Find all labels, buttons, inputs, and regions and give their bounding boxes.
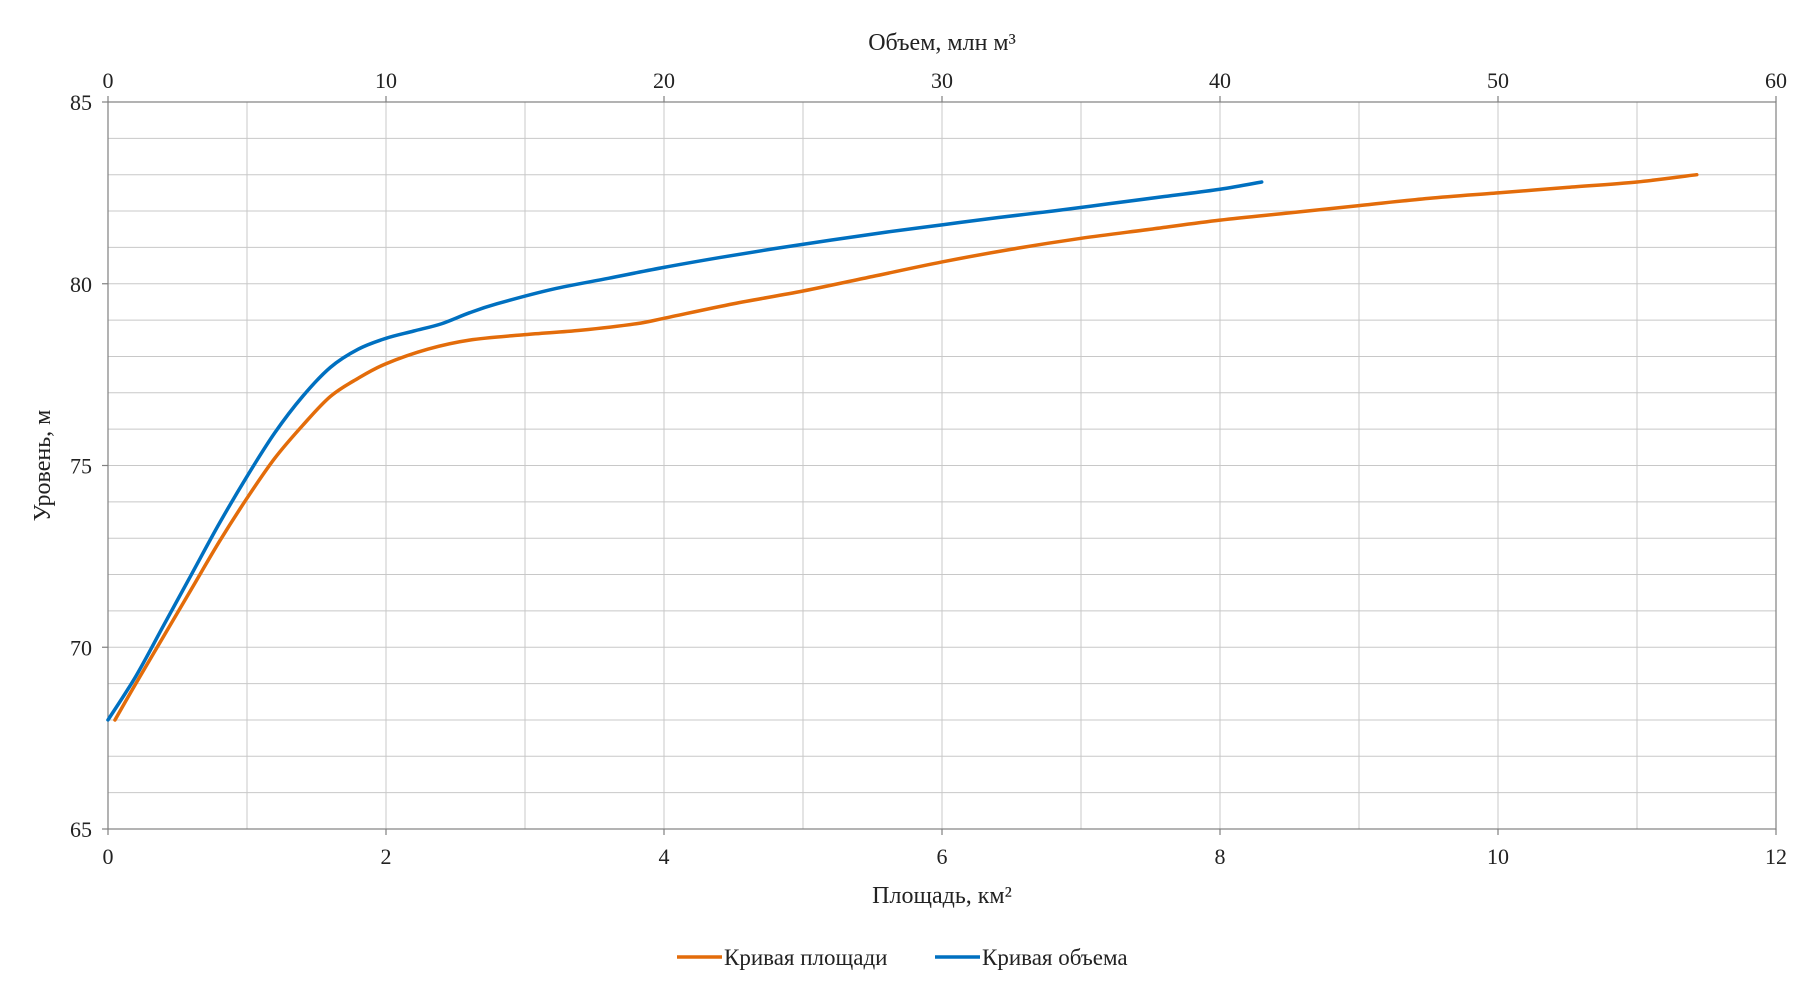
- x-bottom-tick-label: 12: [1765, 844, 1787, 869]
- x-top-tick-label: 20: [653, 68, 675, 93]
- legend-label-volume: Кривая объема: [982, 945, 1128, 970]
- x-bottom-tick-label: 2: [381, 844, 392, 869]
- x-top-tick-label: 10: [375, 68, 397, 93]
- x-top-tick-label: 40: [1209, 68, 1231, 93]
- grid: [108, 102, 1776, 829]
- y-tick-label: 75: [70, 454, 92, 479]
- series: [106, 172, 1699, 722]
- y-tick-label: 65: [70, 817, 92, 842]
- axis-ticks: 0 2 4 6 8 10 12 0 10 20 30 40 50 60 65 70 75 80 85: [70, 68, 1787, 869]
- x-bottom-tick-label: 8: [1215, 844, 1226, 869]
- x-bottom-tick-label: 10: [1487, 844, 1509, 869]
- legend-label-area: Кривая площади: [724, 945, 887, 970]
- x-bottom-tick-label: 4: [659, 844, 670, 869]
- legend: Кривая площади Кривая объема: [677, 945, 1128, 970]
- x-bottom-tick-label: 0: [103, 844, 114, 869]
- y-tick-label: 80: [70, 272, 92, 297]
- series-line-area: [113, 172, 1699, 722]
- x-top-tick-label: 30: [931, 68, 953, 93]
- x-bottom-tick-label: 6: [937, 844, 948, 869]
- x-axis-bottom-title: Площадь, км²: [872, 883, 1012, 909]
- x-top-tick-label: 60: [1765, 68, 1787, 93]
- x-top-tick-label: 50: [1487, 68, 1509, 93]
- series-line-volume: [106, 180, 1264, 722]
- x-top-tick-label: 0: [103, 68, 114, 93]
- y-axis-title: Уровень, м: [30, 410, 56, 522]
- y-tick-label: 85: [70, 90, 92, 115]
- y-tick-label: 70: [70, 635, 92, 660]
- x-axis-top-title: Объем, млн м³: [868, 30, 1016, 56]
